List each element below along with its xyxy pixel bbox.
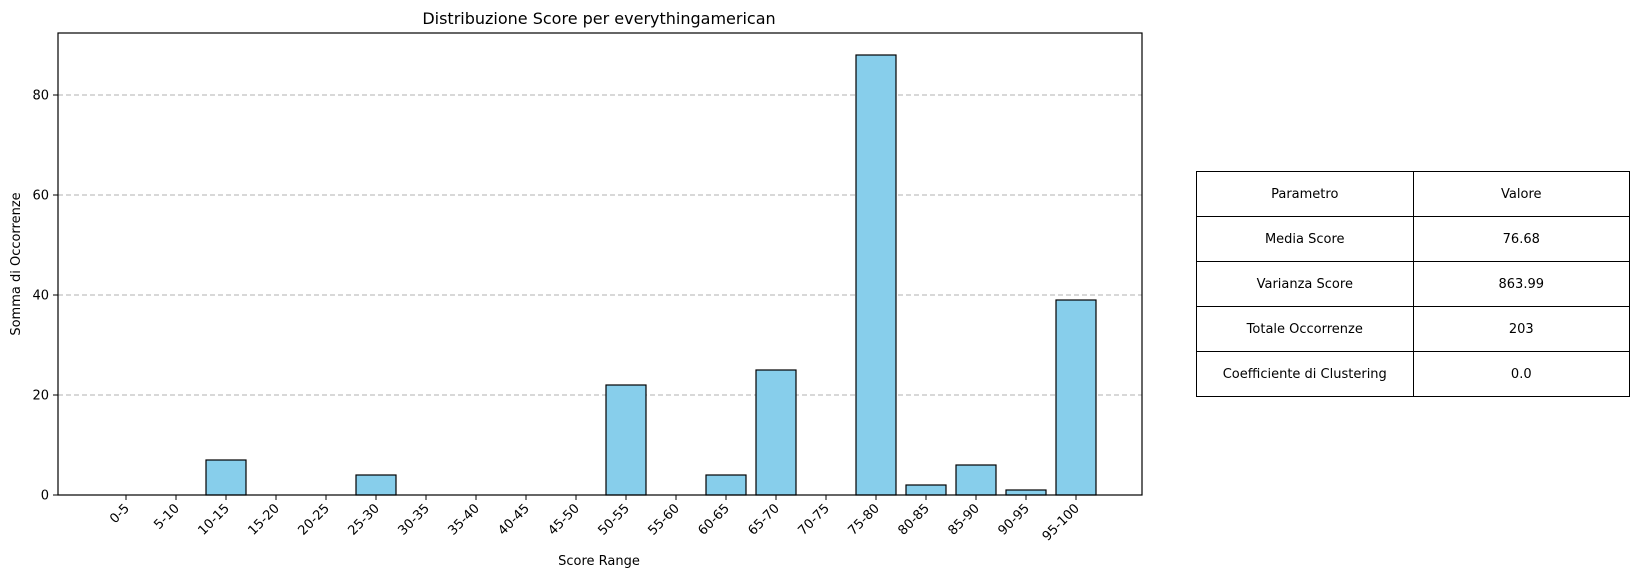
x-tick-label: 65-70 bbox=[746, 501, 783, 538]
y-axis-ticks: 0 20 40 60 80 bbox=[32, 89, 58, 504]
table-cell-parameter: Varianza Score bbox=[1196, 261, 1414, 307]
x-axis-ticks: 0-5 5-10 10-15 15-20 20-25 25-30 30-35 35-40 40-… bbox=[107, 495, 1083, 544]
x-tick-label: 30-35 bbox=[396, 501, 433, 538]
table-cell-parameter: Media Score bbox=[1196, 216, 1414, 262]
bar-75-80 bbox=[855, 54, 897, 496]
x-tick-label: 90-95 bbox=[996, 501, 1033, 538]
y-axis-label: Somma di Occorrenze bbox=[9, 192, 24, 335]
stats-table: Parametro Valore Media Score 76.68 Varia… bbox=[1196, 171, 1631, 397]
bar-25-30 bbox=[355, 474, 397, 496]
x-tick-label: 15-20 bbox=[246, 501, 283, 538]
x-tick-label: 10-15 bbox=[196, 501, 233, 538]
table-cell-parameter: Coefficiente di Clustering bbox=[1196, 351, 1414, 397]
x-tick-label: 35-40 bbox=[446, 501, 483, 538]
y-tick-label: 0 bbox=[41, 489, 49, 504]
table-header-parametro: Parametro bbox=[1196, 171, 1414, 217]
x-tick-label: 50-55 bbox=[596, 501, 633, 538]
y-tick-label: 60 bbox=[32, 189, 49, 204]
plot-frame bbox=[57, 32, 1143, 496]
bar-90-95 bbox=[1005, 489, 1047, 496]
x-tick-label: 0-5 bbox=[107, 501, 133, 527]
x-tick-label: 45-50 bbox=[546, 501, 583, 538]
x-tick-label: 5-10 bbox=[151, 501, 182, 532]
bar-60-65 bbox=[705, 474, 747, 496]
bar-85-90 bbox=[955, 464, 997, 496]
bar-80-85 bbox=[905, 484, 947, 496]
x-tick-label: 70-75 bbox=[796, 501, 833, 538]
table-header-valore: Valore bbox=[1412, 171, 1631, 217]
table-cell-value: 0.0 bbox=[1412, 351, 1631, 397]
table-row: Varianza Score 863.99 bbox=[1196, 261, 1631, 307]
x-tick-label: 75-80 bbox=[846, 501, 883, 538]
x-axis-label: Score Range bbox=[558, 554, 640, 569]
bars bbox=[205, 54, 1097, 496]
table-row: Coefficiente di Clustering 0.0 bbox=[1196, 351, 1631, 397]
y-tick-label: 20 bbox=[32, 389, 49, 404]
table-cell-value: 863.99 bbox=[1412, 261, 1631, 307]
table-row: Media Score 76.68 bbox=[1196, 216, 1631, 262]
bar-50-55 bbox=[605, 384, 647, 496]
bar-95-100 bbox=[1055, 299, 1097, 496]
x-tick-label: 40-45 bbox=[496, 501, 533, 538]
x-tick-label: 80-85 bbox=[896, 501, 933, 538]
y-tick-label: 80 bbox=[32, 89, 49, 104]
y-tick-label: 40 bbox=[32, 289, 49, 304]
table-row: Totale Occorrenze 203 bbox=[1196, 306, 1631, 352]
table-cell-value: 203 bbox=[1412, 306, 1631, 352]
x-tick-label: 60-65 bbox=[696, 501, 733, 538]
bar-10-15 bbox=[205, 459, 247, 496]
gridlines bbox=[58, 94, 1142, 396]
table-cell-parameter: Totale Occorrenze bbox=[1196, 306, 1414, 352]
chart-title: Distribuzione Score per everythingameric… bbox=[422, 9, 775, 28]
bar-65-70 bbox=[755, 369, 797, 496]
x-tick-label: 95-100 bbox=[1040, 501, 1083, 544]
x-tick-label: 20-25 bbox=[296, 501, 333, 538]
x-tick-label: 25-30 bbox=[346, 501, 383, 538]
x-tick-label: 85-90 bbox=[946, 501, 983, 538]
table-cell-value: 76.68 bbox=[1412, 216, 1631, 262]
table-header-row: Parametro Valore bbox=[1196, 171, 1631, 217]
x-tick-label: 55-60 bbox=[646, 501, 683, 538]
